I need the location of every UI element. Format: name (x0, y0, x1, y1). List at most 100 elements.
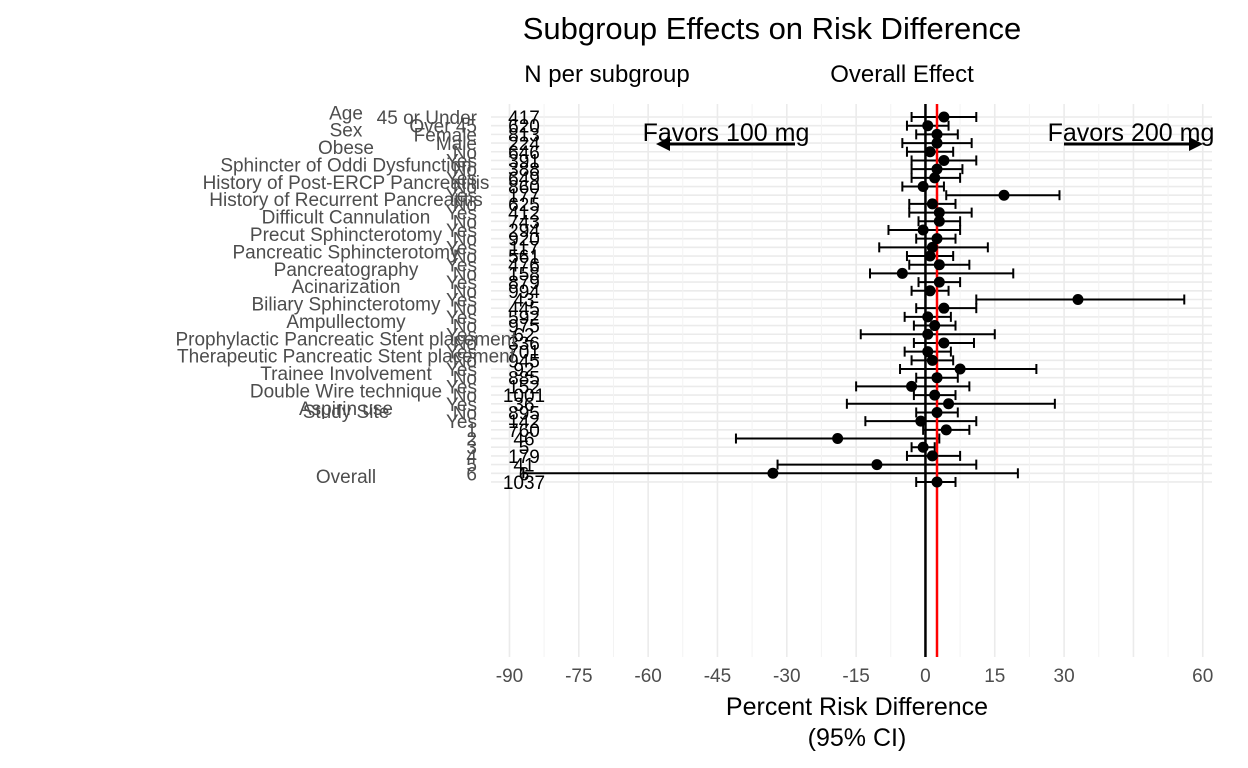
group-label: Trainee Involvement (260, 364, 432, 385)
n-label: 92 (513, 360, 534, 381)
n-label: 885 (508, 369, 540, 390)
point-estimate (938, 154, 950, 166)
n-label: 649 (508, 169, 540, 190)
point-estimate (906, 380, 918, 392)
subgroup-label: 5 (466, 456, 477, 477)
n-label: 945 (508, 351, 540, 372)
point-estimate (917, 181, 929, 193)
n-label: 620 (508, 117, 540, 138)
x-axis-label-ci: (95% CI) (808, 724, 907, 752)
n-label: 391 (508, 151, 540, 172)
grid-lines (491, 104, 1212, 657)
n-label: 43 (513, 290, 534, 311)
x-tick-label: 15 (984, 666, 1005, 687)
plot-marks (522, 104, 1186, 657)
subgroup-label: Yes (446, 204, 477, 225)
group-label: Sphincter of Oddi Dysfunction (220, 155, 471, 176)
point-estimate (929, 320, 941, 332)
subgroup-label: Female (414, 125, 477, 146)
n-label: 36 (513, 395, 534, 416)
point-estimate (915, 415, 927, 427)
group-label: Pancreatic Sphincterotomy (232, 242, 460, 263)
group-label: History of Post-ERCP Pancreatitis (203, 173, 490, 194)
subgroup-label: Yes (446, 395, 477, 416)
group-label: Aspirin use (299, 399, 393, 420)
n-label: 336 (508, 334, 540, 355)
point-estimate (924, 250, 936, 262)
n-label: 46 (513, 430, 534, 451)
n-label: 701 (508, 343, 540, 364)
subgroup-label: No (453, 317, 477, 338)
subgroup-label: Yes (446, 377, 477, 398)
point-estimate (917, 441, 929, 453)
subgroup-label: Over 45 (409, 117, 477, 138)
point-estimate (933, 259, 945, 271)
n-label: 561 (508, 247, 540, 268)
subgroup-label: Yes (446, 169, 477, 190)
point-estimate (931, 137, 943, 149)
point-estimate (931, 163, 943, 175)
n-label: 743 (508, 212, 540, 233)
x-tick-label: -60 (634, 666, 661, 687)
subgroup-label: 1 (466, 421, 477, 442)
x-tick-label: -90 (496, 666, 523, 687)
subgroup-label: No (453, 386, 477, 407)
group-label: Difficult Cannulation (262, 208, 431, 229)
group-label: Precut Sphincterotomy (250, 225, 443, 246)
subgroup-label: No (453, 230, 477, 251)
subgroup-label: Yes (446, 186, 477, 207)
n-label: 62 (513, 325, 534, 346)
overall-effect-header: Overall Effect (830, 61, 974, 88)
n-label: 1037 (503, 473, 545, 494)
favors-right-label: Favors 200 mg (1048, 119, 1215, 147)
n-label: 994 (508, 282, 540, 303)
point-estimate (929, 389, 941, 401)
group-label: Ampullectomy (286, 312, 406, 333)
chart-title: Subgroup Effects on Risk Difference (523, 11, 1022, 46)
group-label: Acinarization (292, 277, 401, 298)
subgroup-label: No (453, 195, 477, 216)
n-label: 445 (508, 299, 540, 320)
x-tick-label: -45 (704, 666, 731, 687)
point-estimate (938, 111, 950, 123)
subgroup-label: Yes (446, 412, 477, 433)
x-tick-label: -30 (773, 666, 800, 687)
n-label: 920 (508, 230, 540, 251)
n-label: 895 (508, 403, 540, 424)
subgroup-label: 6 (466, 464, 477, 485)
point-estimate (938, 302, 950, 314)
point-estimate (924, 285, 936, 297)
point-estimate (926, 354, 938, 366)
n-label: 117 (509, 238, 539, 259)
subgroup-label: No (453, 334, 477, 355)
group-label: Overall (316, 467, 376, 488)
n-label: 158 (508, 264, 540, 285)
n-label: 646 (508, 143, 540, 164)
point-estimate (931, 233, 943, 245)
n-per-subgroup-header: N per subgroup (524, 61, 689, 88)
n-label: 879 (508, 273, 540, 294)
x-axis: -90 -75 -60 -45 -30 -15 0 15 30 60 (496, 666, 1214, 687)
n-label: 6 (519, 464, 530, 485)
x-axis-label: Percent Risk Difference (726, 693, 988, 721)
point-estimate (1072, 293, 1084, 305)
point-estimate (871, 459, 883, 471)
point-estimate (917, 224, 929, 236)
group-label: Sex (330, 121, 363, 142)
group-label: Biliary Sphincterotomy (251, 295, 441, 316)
group-label: Study Site (303, 402, 390, 423)
point-estimate (954, 363, 966, 375)
subgroup-label: No (453, 351, 477, 372)
favors-left-label: Favors 100 mg (643, 119, 810, 147)
point-estimate (922, 328, 934, 340)
favors-right-arrow (1064, 137, 1203, 151)
point-estimate (931, 372, 943, 384)
subgroup-label: No (453, 178, 477, 199)
group-label: Pancreatography (274, 260, 419, 281)
point-estimate (924, 146, 936, 158)
n-label: 760 (508, 421, 540, 442)
point-estimate (767, 467, 779, 479)
n-label: 813 (508, 125, 540, 146)
point-estimate (931, 128, 943, 140)
n-label: 224 (508, 134, 540, 155)
